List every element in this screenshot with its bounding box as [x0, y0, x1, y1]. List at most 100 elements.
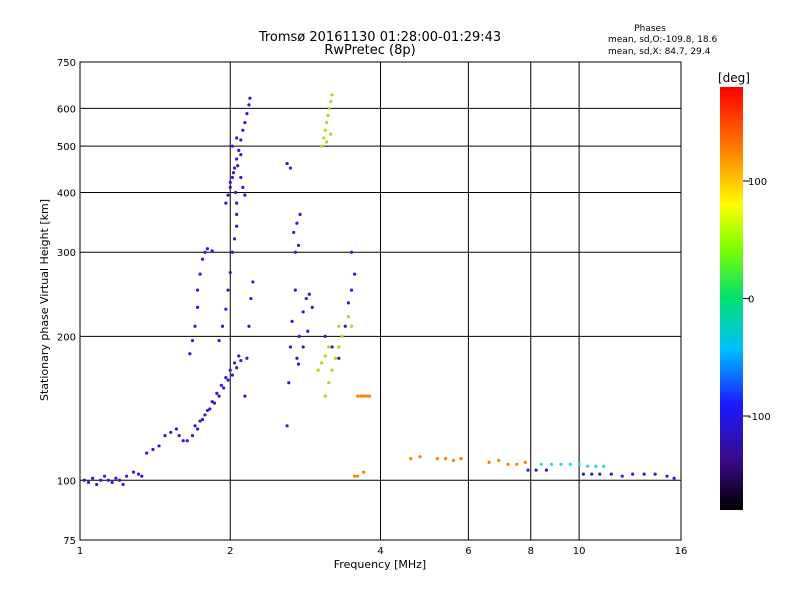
data-point — [568, 462, 572, 466]
data-point — [346, 315, 351, 319]
data-point — [337, 345, 341, 349]
data-point — [451, 458, 456, 463]
data-point — [243, 394, 247, 398]
data-point — [226, 378, 230, 382]
y-tick-label: 100 — [57, 476, 76, 487]
data-point — [185, 439, 189, 443]
data-point — [301, 310, 305, 314]
data-point — [243, 193, 247, 197]
data-point — [195, 427, 200, 431]
data-point — [306, 329, 310, 333]
data-point — [290, 319, 294, 323]
data-point — [459, 457, 463, 461]
data-point — [356, 394, 360, 398]
data-point — [121, 482, 125, 487]
data-point — [235, 157, 239, 161]
data-point — [292, 230, 296, 235]
data-point — [293, 250, 297, 254]
y-tick-label: 600 — [57, 104, 76, 115]
data-point — [337, 356, 341, 360]
data-point — [200, 417, 205, 422]
data-point — [310, 305, 314, 309]
data-point — [330, 345, 334, 349]
data-point — [288, 166, 293, 170]
data-point — [241, 185, 245, 189]
data-point — [151, 447, 155, 452]
data-point — [235, 136, 239, 140]
data-point — [523, 460, 527, 464]
data-point — [236, 164, 240, 168]
data-point — [316, 368, 320, 372]
data-point — [323, 128, 327, 132]
data-point — [110, 480, 114, 484]
data-point — [665, 474, 669, 478]
data-point — [539, 462, 543, 466]
data-point — [325, 140, 329, 144]
data-point — [247, 324, 251, 328]
data-point — [228, 180, 232, 184]
data-point — [200, 257, 205, 261]
x-tick-label: 16 — [675, 546, 688, 557]
data-point — [329, 99, 333, 104]
data-point — [418, 455, 422, 459]
data-point — [169, 430, 173, 434]
y-tick-label: 75 — [63, 536, 76, 547]
data-point — [193, 324, 197, 328]
data-point — [220, 324, 225, 328]
data-point — [343, 324, 347, 328]
y-tick-label: 300 — [57, 248, 76, 259]
colorbar-ticks: 100 0 -100 — [743, 177, 771, 423]
data-point — [506, 462, 510, 466]
data-point — [602, 464, 606, 468]
data-point — [125, 474, 129, 478]
data-point — [249, 296, 253, 301]
data-points — [82, 93, 676, 487]
data-point — [367, 394, 371, 398]
data-point — [349, 324, 354, 328]
data-point — [140, 474, 144, 478]
colorbar-label: [deg] — [718, 71, 750, 85]
data-point — [362, 394, 366, 398]
data-point — [320, 361, 324, 365]
data-point — [217, 394, 221, 398]
data-point — [515, 462, 519, 466]
data-point — [288, 345, 293, 349]
data-point — [409, 457, 413, 461]
data-point — [243, 121, 247, 125]
data-point — [231, 171, 236, 175]
data-point — [208, 407, 212, 411]
data-point — [215, 391, 219, 395]
data-point — [435, 457, 439, 461]
data-point — [586, 464, 590, 468]
data-point — [157, 444, 161, 448]
data-point — [228, 270, 232, 275]
data-point — [232, 237, 237, 241]
data-point — [323, 334, 327, 338]
x-tick-labels: 1 2 4 6 8 10 16 — [77, 546, 688, 557]
data-point — [487, 460, 491, 464]
data-point — [327, 345, 331, 349]
data-point — [653, 472, 657, 476]
data-point — [247, 103, 251, 107]
phase-box-x: mean, sd,X: 84.7, 29.4 — [608, 47, 711, 57]
data-point — [534, 468, 538, 472]
data-point — [241, 128, 245, 132]
data-point — [298, 212, 302, 216]
x-tick-label: 8 — [528, 546, 534, 557]
data-point — [590, 472, 594, 476]
data-point — [443, 457, 448, 461]
data-point — [526, 468, 530, 472]
data-point — [190, 338, 195, 343]
data-point — [307, 292, 311, 296]
data-point — [212, 401, 217, 405]
y-tick-label: 400 — [57, 188, 76, 199]
data-point — [327, 106, 332, 110]
data-point — [86, 480, 91, 484]
data-point — [203, 413, 207, 417]
y-tick-label: 500 — [57, 142, 76, 153]
data-point — [230, 250, 235, 254]
data-point — [210, 400, 214, 404]
data-point — [362, 470, 366, 474]
data-point — [329, 132, 333, 136]
